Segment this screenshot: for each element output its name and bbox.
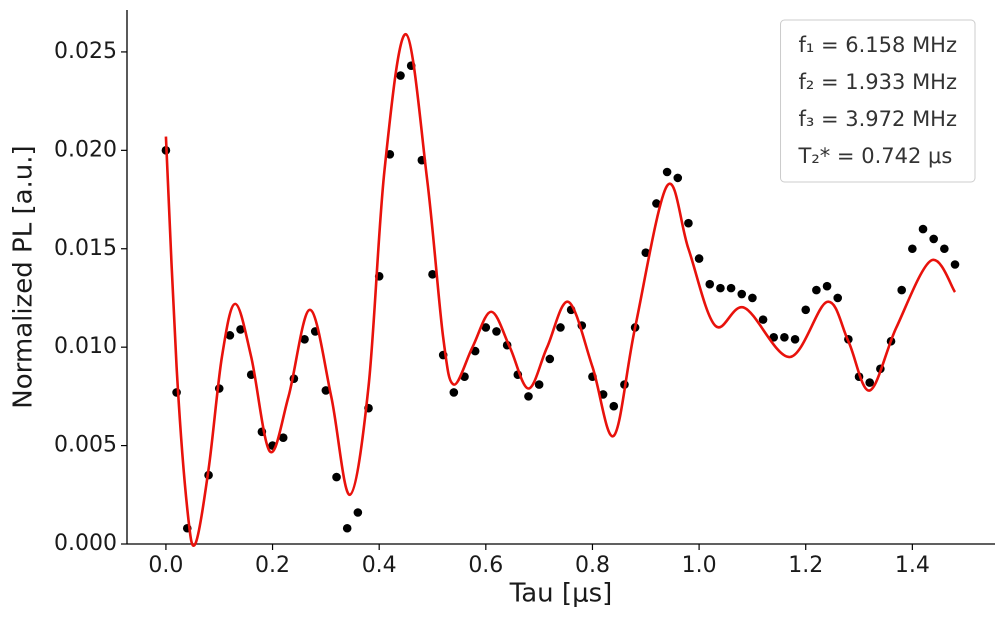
y-tick-label: 0.025 xyxy=(54,39,117,64)
legend-box xyxy=(780,19,976,183)
data-point xyxy=(737,289,747,299)
data-point xyxy=(897,285,906,295)
x-tick-label: 0.0 xyxy=(148,553,183,578)
data-point xyxy=(748,293,757,303)
legend-text: f₃ = 3.972 MHz xyxy=(799,107,957,131)
data-point xyxy=(545,354,555,364)
legend: f₁ = 6.158 MHz f₂ = 1.933 MHz f₃ = 3.972 M… xyxy=(780,19,976,183)
data-point xyxy=(534,380,544,389)
data-point xyxy=(278,433,288,443)
data-point xyxy=(332,472,341,482)
data-point xyxy=(449,388,459,397)
data-point xyxy=(790,334,800,344)
data-point xyxy=(300,334,309,344)
data-point xyxy=(908,244,917,254)
data-point xyxy=(609,401,619,411)
y-tick-label: 0.005 xyxy=(54,433,117,458)
data-point xyxy=(321,386,331,395)
data-point xyxy=(641,248,651,257)
data-point xyxy=(524,392,533,401)
y-tick-label: 0.020 xyxy=(54,137,117,162)
data-point xyxy=(481,323,491,332)
legend-text: f₂ = 1.933 MHz xyxy=(799,70,957,94)
data-point xyxy=(918,224,928,234)
data-point xyxy=(950,260,960,269)
data-point xyxy=(780,333,789,342)
data-point xyxy=(225,331,235,340)
data-point xyxy=(822,281,832,291)
data-point xyxy=(428,270,437,279)
data-point xyxy=(556,323,565,332)
data-point xyxy=(652,199,661,208)
data-point xyxy=(769,333,779,342)
data-point xyxy=(716,283,725,293)
data-point xyxy=(673,173,683,183)
data-point xyxy=(865,378,875,387)
x-tick-label: 0.4 xyxy=(362,553,397,578)
data-point xyxy=(662,167,672,177)
data-point xyxy=(396,71,405,80)
data-point xyxy=(940,244,949,254)
y-tick-label: 0.010 xyxy=(54,334,117,359)
legend-text: f₁ = 6.158 MHz xyxy=(799,33,957,57)
y-tick-label: 0.015 xyxy=(54,236,117,261)
fit-line xyxy=(164,32,957,547)
data-point xyxy=(833,293,843,303)
x-tick-label: 1.2 xyxy=(788,553,823,578)
data-point xyxy=(758,315,768,324)
data-point xyxy=(726,283,736,293)
x-axis-label: Tau [μs] xyxy=(509,579,613,609)
data-point xyxy=(684,218,693,228)
data-point xyxy=(694,254,704,263)
data-point xyxy=(812,285,821,295)
y-tick-label: 0.000 xyxy=(54,531,117,556)
x-tick-label: 0.8 xyxy=(575,553,610,578)
data-point xyxy=(801,305,811,315)
x-tick-label: 0.2 xyxy=(255,553,290,578)
x-tick-label: 0.6 xyxy=(468,553,503,578)
x-tick-label: 1.0 xyxy=(682,553,717,578)
data-point xyxy=(236,325,245,334)
data-point xyxy=(342,523,352,533)
y-axis-label: Normalized PL [a.u.] xyxy=(9,145,39,408)
x-tick-label: 1.4 xyxy=(895,553,930,578)
legend-text: T₂* = 0.742 μs xyxy=(798,144,953,168)
data-point xyxy=(705,279,715,289)
data-point xyxy=(492,327,501,336)
data-point xyxy=(929,234,938,244)
data-point xyxy=(353,508,363,517)
